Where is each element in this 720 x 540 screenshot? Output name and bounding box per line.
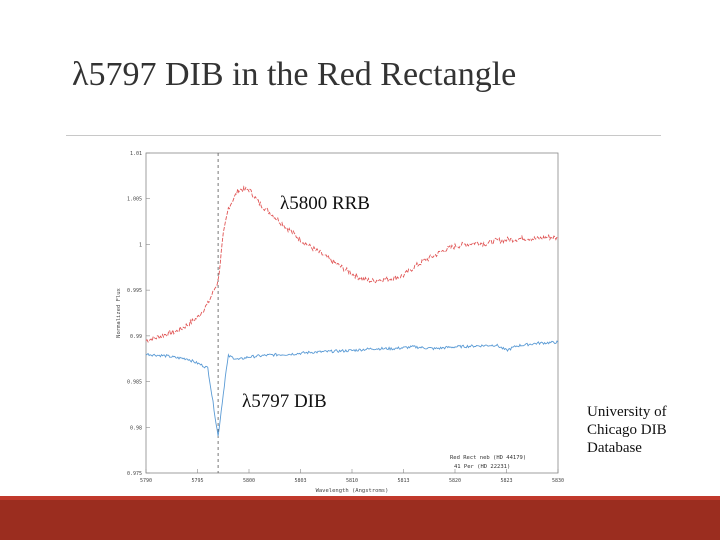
title-divider <box>66 135 661 136</box>
x-tick-label: 5830 <box>552 478 564 484</box>
x-tick-label: 5795 <box>191 478 203 484</box>
y-axis-label: Normalized Flux <box>116 287 122 337</box>
x-tick-label: 5800 <box>243 478 255 484</box>
legend-series-2: 41 Per (HD 22231) <box>454 464 510 470</box>
slide-title: λ5797 DIB in the Red Rectangle <box>72 56 517 93</box>
x-axis-ticks: 5790 5795 5800 5803 5810 5813 5820 5823 5830 <box>140 469 564 484</box>
y-tick-label: 0.975 <box>127 471 142 477</box>
y-tick-label: 0.985 <box>127 380 142 386</box>
x-tick-label: 5803 <box>294 478 306 484</box>
x-tick-label: 5810 <box>346 478 358 484</box>
x-tick-label: 5790 <box>140 478 152 484</box>
series-line-41-per <box>145 340 559 437</box>
y-tick-label: 1.01 <box>130 151 142 157</box>
x-tick-label: 5820 <box>449 478 461 484</box>
source-note: University of Chicago DIB Database <box>587 404 667 456</box>
y-tick-label: 0.995 <box>127 288 142 294</box>
series-layer <box>145 185 559 437</box>
y-tick-label: 0.99 <box>130 334 142 340</box>
x-tick-label: 5813 <box>397 478 409 484</box>
legend-series-1: Red Rect neb (HD 44179) <box>450 455 526 461</box>
y-tick-label: 0.98 <box>130 425 142 431</box>
y-tick-label: 1.005 <box>127 197 142 203</box>
series-line-red-rectangle <box>145 185 559 343</box>
x-axis-label: Wavelength (Angstroms) <box>316 488 389 494</box>
footer-bar <box>0 500 720 540</box>
footer-accent <box>0 496 720 500</box>
x-tick-label: 5823 <box>500 478 512 484</box>
dib-annotation: λ5797 DIB <box>242 391 327 412</box>
y-tick-label: 1 <box>139 242 142 248</box>
y-axis-ticks: 1.01 1.005 1 0.995 0.99 0.985 0.98 0.975 <box>127 151 150 477</box>
rrb-annotation: λ5800 RRB <box>280 193 370 214</box>
